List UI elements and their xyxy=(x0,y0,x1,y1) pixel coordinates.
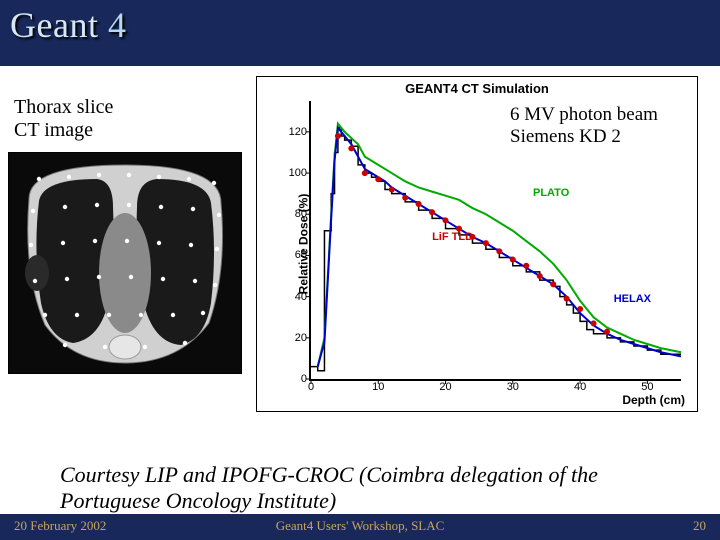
ytick-label: 100 xyxy=(289,167,311,179)
content-area: Thorax slice CT image GEANT4 CT Simulati… xyxy=(0,66,720,510)
footer-page-number: 20 xyxy=(693,518,706,534)
beam-caption-line2: Siemens KD 2 xyxy=(510,126,658,148)
series-label-lif_tld: LiF TLD xyxy=(432,231,473,243)
ct-caption-line2: CT image xyxy=(14,119,113,142)
xtick-label: 50 xyxy=(641,379,653,393)
ytick-label: 40 xyxy=(295,291,311,303)
ytick-label: 60 xyxy=(295,249,311,261)
xtick-label: 30 xyxy=(507,379,519,393)
ct-caption: Thorax slice CT image xyxy=(14,96,113,142)
beam-caption: 6 MV photon beam Siemens KD 2 xyxy=(510,104,658,148)
ct-caption-line1: Thorax slice xyxy=(14,96,113,119)
logo-text: Geant xyxy=(10,5,98,45)
chart-xlabel: Depth (cm) xyxy=(622,393,685,407)
xtick-label: 40 xyxy=(574,379,586,393)
footer-event: Geant4 Users' Workshop, SLAC xyxy=(276,518,445,534)
series-label-helax: HELAX xyxy=(614,293,651,305)
beam-caption-line1: 6 MV photon beam xyxy=(510,104,658,126)
series-label-plato: PLATO xyxy=(533,187,569,199)
footer-date: 20 February 2002 xyxy=(14,518,106,534)
xtick-label: 20 xyxy=(439,379,451,393)
geant4-logo: Geant 4 xyxy=(10,4,126,46)
courtesy-text: Courtesy LIP and IPOFG-CROC (Coimbra del… xyxy=(60,462,680,515)
ct-image xyxy=(8,152,242,374)
ytick-label: 20 xyxy=(295,332,311,344)
logo-suffix: 4 xyxy=(108,5,127,45)
chart-title: GEANT4 CT Simulation xyxy=(257,81,697,96)
ct-svg xyxy=(9,153,241,373)
xtick-label: 10 xyxy=(372,379,384,393)
ytick-label: 80 xyxy=(295,208,311,220)
title-bar: Geant 4 xyxy=(0,0,720,66)
ytick-label: 120 xyxy=(289,126,311,138)
xtick-label: 0 xyxy=(308,379,314,393)
footer: 20 February 2002 Geant4 Users' Workshop,… xyxy=(0,514,720,540)
